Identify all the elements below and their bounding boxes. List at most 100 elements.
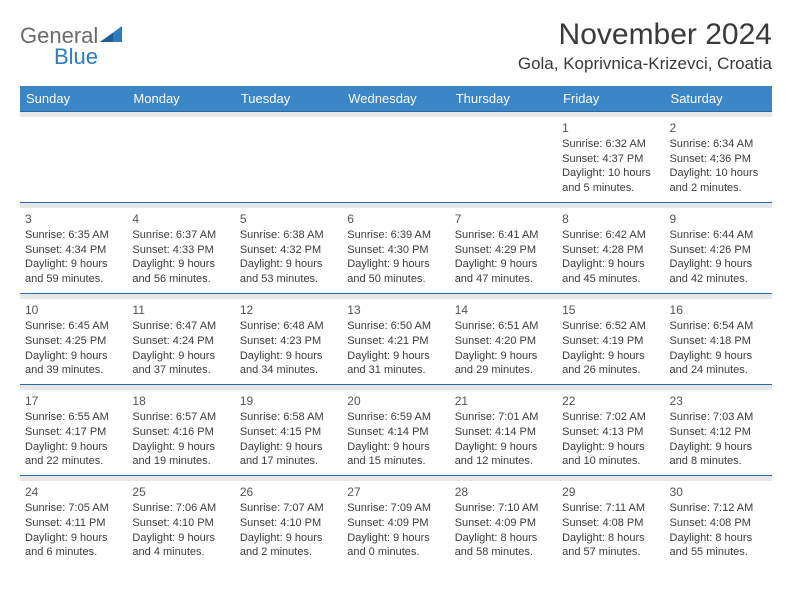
sunset-text: Sunset: 4:15 PM: [240, 425, 337, 440]
daylight-text: and 47 minutes.: [455, 272, 552, 287]
day-number: 25: [132, 484, 229, 500]
daylight-text: and 39 minutes.: [25, 363, 122, 378]
day-cell: 17Sunrise: 6:55 AMSunset: 4:17 PMDayligh…: [20, 390, 127, 476]
day-header: Saturday: [665, 86, 772, 112]
empty-cell: [20, 117, 127, 203]
sunrise-text: Sunrise: 7:06 AM: [132, 501, 229, 516]
daylight-text: Daylight: 8 hours: [670, 531, 767, 546]
calendar-page: GeneralBlue November 2024 Gola, Koprivni…: [0, 0, 792, 586]
logo-triangle-icon: [100, 26, 122, 42]
daylight-text: and 34 minutes.: [240, 363, 337, 378]
daylight-text: and 17 minutes.: [240, 454, 337, 469]
daylight-text: and 42 minutes.: [670, 272, 767, 287]
day-number: 20: [347, 393, 444, 409]
day-cell: 24Sunrise: 7:05 AMSunset: 4:11 PMDayligh…: [20, 481, 127, 567]
day-cell: 20Sunrise: 6:59 AMSunset: 4:14 PMDayligh…: [342, 390, 449, 476]
week-row: 24Sunrise: 7:05 AMSunset: 4:11 PMDayligh…: [20, 481, 772, 567]
empty-cell: [342, 117, 449, 203]
daylight-text: and 55 minutes.: [670, 545, 767, 560]
page-header: GeneralBlue November 2024 Gola, Koprivni…: [20, 18, 772, 80]
day-cell: 15Sunrise: 6:52 AMSunset: 4:19 PMDayligh…: [557, 299, 664, 385]
sunrise-text: Sunrise: 6:44 AM: [670, 228, 767, 243]
sunset-text: Sunset: 4:12 PM: [670, 425, 767, 440]
daylight-text: Daylight: 10 hours: [562, 166, 659, 181]
sunrise-text: Sunrise: 7:01 AM: [455, 410, 552, 425]
sunrise-text: Sunrise: 6:38 AM: [240, 228, 337, 243]
daylight-text: and 59 minutes.: [25, 272, 122, 287]
day-cell: 14Sunrise: 6:51 AMSunset: 4:20 PMDayligh…: [450, 299, 557, 385]
daylight-text: and 0 minutes.: [347, 545, 444, 560]
day-header: Friday: [557, 86, 664, 112]
daylight-text: Daylight: 9 hours: [562, 349, 659, 364]
day-number: 29: [562, 484, 659, 500]
calendar-body: 1Sunrise: 6:32 AMSunset: 4:37 PMDaylight…: [20, 112, 772, 567]
day-number: 26: [240, 484, 337, 500]
day-number: 18: [132, 393, 229, 409]
day-number: 6: [347, 211, 444, 227]
day-cell: 28Sunrise: 7:10 AMSunset: 4:09 PMDayligh…: [450, 481, 557, 567]
daylight-text: Daylight: 9 hours: [670, 440, 767, 455]
daylight-text: and 5 minutes.: [562, 181, 659, 196]
calendar-head: Sunday Monday Tuesday Wednesday Thursday…: [20, 86, 772, 112]
sunrise-text: Sunrise: 6:50 AM: [347, 319, 444, 334]
daylight-text: and 24 minutes.: [670, 363, 767, 378]
day-header-row: Sunday Monday Tuesday Wednesday Thursday…: [20, 86, 772, 112]
sunset-text: Sunset: 4:29 PM: [455, 243, 552, 258]
daylight-text: and 10 minutes.: [562, 454, 659, 469]
day-cell: 23Sunrise: 7:03 AMSunset: 4:12 PMDayligh…: [665, 390, 772, 476]
sunset-text: Sunset: 4:08 PM: [562, 516, 659, 531]
daylight-text: Daylight: 9 hours: [132, 531, 229, 546]
daylight-text: Daylight: 9 hours: [347, 257, 444, 272]
day-cell: 2Sunrise: 6:34 AMSunset: 4:36 PMDaylight…: [665, 117, 772, 203]
sunset-text: Sunset: 4:28 PM: [562, 243, 659, 258]
day-number: 19: [240, 393, 337, 409]
sunset-text: Sunset: 4:11 PM: [25, 516, 122, 531]
day-cell: 13Sunrise: 6:50 AMSunset: 4:21 PMDayligh…: [342, 299, 449, 385]
day-cell: 3Sunrise: 6:35 AMSunset: 4:34 PMDaylight…: [20, 208, 127, 294]
daylight-text: Daylight: 9 hours: [347, 531, 444, 546]
sunset-text: Sunset: 4:13 PM: [562, 425, 659, 440]
day-cell: 10Sunrise: 6:45 AMSunset: 4:25 PMDayligh…: [20, 299, 127, 385]
sunset-text: Sunset: 4:25 PM: [25, 334, 122, 349]
daylight-text: Daylight: 9 hours: [132, 257, 229, 272]
sunrise-text: Sunrise: 7:05 AM: [25, 501, 122, 516]
sunrise-text: Sunrise: 7:03 AM: [670, 410, 767, 425]
month-title: November 2024: [518, 18, 772, 52]
daylight-text: and 56 minutes.: [132, 272, 229, 287]
sunset-text: Sunset: 4:21 PM: [347, 334, 444, 349]
day-number: 12: [240, 302, 337, 318]
sunrise-text: Sunrise: 6:51 AM: [455, 319, 552, 334]
day-number: 22: [562, 393, 659, 409]
sunset-text: Sunset: 4:24 PM: [132, 334, 229, 349]
week-row: 10Sunrise: 6:45 AMSunset: 4:25 PMDayligh…: [20, 299, 772, 385]
sunset-text: Sunset: 4:16 PM: [132, 425, 229, 440]
empty-cell: [235, 117, 342, 203]
daylight-text: Daylight: 9 hours: [240, 349, 337, 364]
sunrise-text: Sunrise: 6:57 AM: [132, 410, 229, 425]
daylight-text: Daylight: 8 hours: [562, 531, 659, 546]
day-cell: 4Sunrise: 6:37 AMSunset: 4:33 PMDaylight…: [127, 208, 234, 294]
sunset-text: Sunset: 4:19 PM: [562, 334, 659, 349]
daylight-text: Daylight: 9 hours: [240, 440, 337, 455]
daylight-text: Daylight: 9 hours: [25, 440, 122, 455]
day-cell: 16Sunrise: 6:54 AMSunset: 4:18 PMDayligh…: [665, 299, 772, 385]
sunrise-text: Sunrise: 6:47 AM: [132, 319, 229, 334]
sunset-text: Sunset: 4:14 PM: [455, 425, 552, 440]
calendar-table: Sunday Monday Tuesday Wednesday Thursday…: [20, 86, 772, 566]
daylight-text: and 58 minutes.: [455, 545, 552, 560]
day-header: Thursday: [450, 86, 557, 112]
sunset-text: Sunset: 4:33 PM: [132, 243, 229, 258]
day-cell: 22Sunrise: 7:02 AMSunset: 4:13 PMDayligh…: [557, 390, 664, 476]
daylight-text: Daylight: 9 hours: [562, 440, 659, 455]
day-cell: 30Sunrise: 7:12 AMSunset: 4:08 PMDayligh…: [665, 481, 772, 567]
daylight-text: Daylight: 9 hours: [455, 257, 552, 272]
sunset-text: Sunset: 4:34 PM: [25, 243, 122, 258]
daylight-text: and 31 minutes.: [347, 363, 444, 378]
daylight-text: Daylight: 9 hours: [455, 440, 552, 455]
day-cell: 7Sunrise: 6:41 AMSunset: 4:29 PMDaylight…: [450, 208, 557, 294]
day-cell: 1Sunrise: 6:32 AMSunset: 4:37 PMDaylight…: [557, 117, 664, 203]
daylight-text: Daylight: 9 hours: [455, 349, 552, 364]
daylight-text: and 12 minutes.: [455, 454, 552, 469]
daylight-text: and 6 minutes.: [25, 545, 122, 560]
sunrise-text: Sunrise: 6:48 AM: [240, 319, 337, 334]
